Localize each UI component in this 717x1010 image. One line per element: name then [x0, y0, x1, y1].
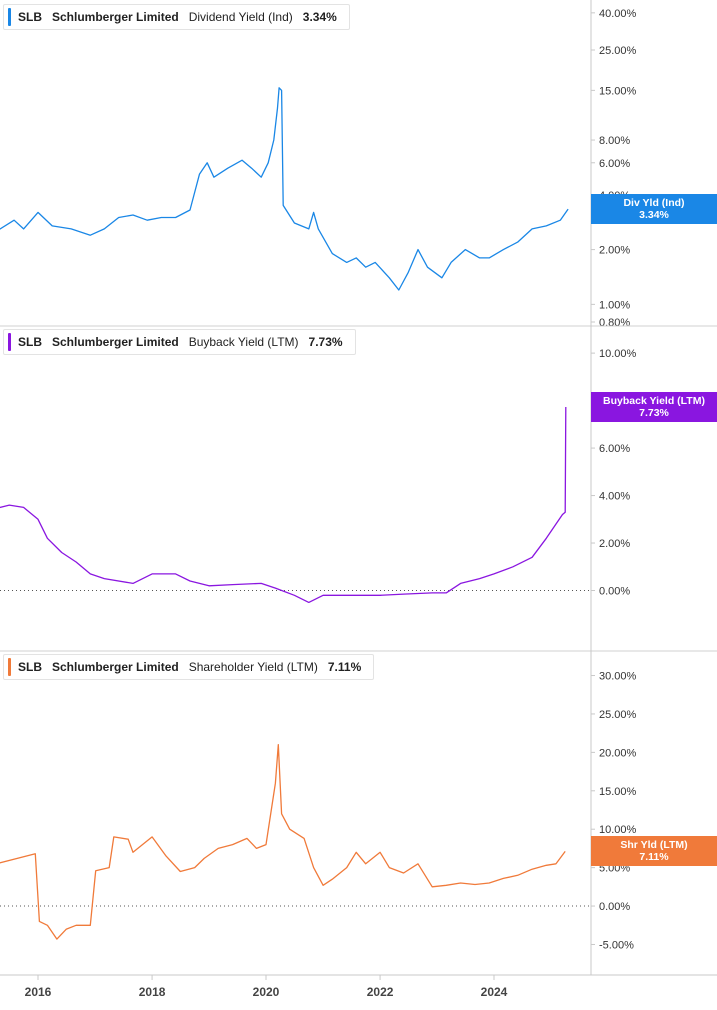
current-value-label-dividend: Div Yld (Ind) 3.34% — [591, 194, 717, 224]
legend-buyback-yield[interactable]: SLB Schlumberger Limited Buyback Yield (… — [3, 329, 356, 355]
legend-dividend-yield[interactable]: SLB Schlumberger Limited Dividend Yield … — [3, 4, 350, 30]
y-tick-label: 10.00% — [599, 348, 637, 360]
legend-ticker: SLB — [18, 335, 42, 349]
current-value-label-buyback: Buyback Yield (LTM) 7.73% — [591, 392, 717, 422]
value-label-metric: Div Yld (Ind) — [623, 197, 685, 209]
legend-value: 7.11% — [327, 660, 362, 674]
x-tick-label: 2018 — [139, 985, 166, 999]
y-tick-label: 15.00% — [599, 786, 637, 798]
series-line — [0, 87, 569, 291]
legend-metric: Dividend Yield (Ind) — [188, 10, 293, 24]
legend-color-swatch — [8, 333, 11, 351]
y-tick-label: 0.80% — [599, 317, 630, 329]
y-tick-label: 0.00% — [599, 586, 630, 598]
y-tick-label: 10.00% — [599, 824, 637, 836]
y-tick-label: 0.00% — [599, 901, 630, 913]
y-tick-label: 6.00% — [599, 443, 630, 455]
y-tick-label: 2.00% — [599, 538, 630, 550]
y-tick-label: 8.00% — [599, 135, 630, 147]
legend-value: 7.73% — [308, 335, 343, 349]
x-tick-label: 2016 — [25, 985, 52, 999]
legend-company: Schlumberger Limited — [52, 335, 179, 349]
x-tick-label: 2024 — [481, 985, 508, 999]
y-tick-label: 25.00% — [599, 45, 637, 57]
legend-metric: Buyback Yield (LTM) — [188, 335, 299, 349]
legend-value: 3.34% — [302, 10, 337, 24]
legend-metric: Shareholder Yield (LTM) — [188, 660, 318, 674]
series-line — [0, 406, 567, 604]
y-tick-label: -5.00% — [599, 939, 634, 951]
y-tick-label: 6.00% — [599, 158, 630, 170]
y-tick-label: 30.00% — [599, 671, 637, 683]
y-tick-label: 15.00% — [599, 85, 637, 97]
y-tick-label: 40.00% — [599, 8, 637, 20]
current-value-label-shareholder: Shr Yld (LTM) 7.11% — [591, 836, 717, 866]
x-tick-label: 2020 — [253, 985, 280, 999]
y-tick-label: 1.00% — [599, 299, 630, 311]
y-tick-label: 20.00% — [599, 747, 637, 759]
y-tick-label: 4.00% — [599, 491, 630, 503]
value-label-value: 7.73% — [639, 407, 669, 419]
legend-color-swatch — [8, 8, 11, 26]
value-label-metric: Shr Yld (LTM) — [620, 839, 688, 851]
legend-ticker: SLB — [18, 660, 42, 674]
legend-shareholder-yield[interactable]: SLB Schlumberger Limited Shareholder Yie… — [3, 654, 375, 680]
y-tick-label: 25.00% — [599, 709, 637, 721]
legend-company: Schlumberger Limited — [52, 10, 179, 24]
legend-company: Schlumberger Limited — [52, 660, 179, 674]
series-line — [0, 744, 566, 940]
value-label-value: 3.34% — [639, 209, 669, 221]
legend-color-swatch — [8, 658, 11, 676]
value-label-value: 7.11% — [639, 851, 669, 863]
y-tick-label: 2.00% — [599, 245, 630, 257]
x-tick-label: 2022 — [367, 985, 394, 999]
legend-ticker: SLB — [18, 10, 42, 24]
value-label-metric: Buyback Yield (LTM) — [603, 395, 705, 407]
